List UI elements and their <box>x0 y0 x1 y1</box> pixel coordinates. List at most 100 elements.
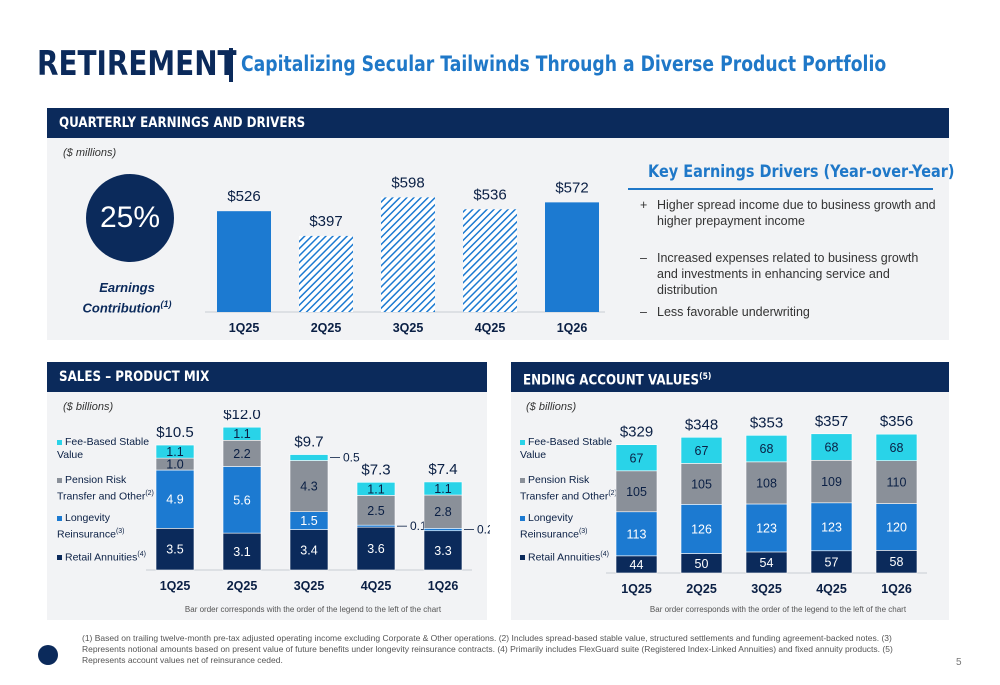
driver-text: Higher spread income due to business gro… <box>657 198 936 228</box>
accounts-units: ($ billions) <box>526 401 577 413</box>
segment-value-label: 110 <box>887 476 907 490</box>
segment-value-label: 1.1 <box>434 482 451 496</box>
contribution-circle: 25% <box>86 174 174 262</box>
earnings-bar <box>299 235 353 312</box>
legend-label-line2: Reinsurance <box>520 528 579 541</box>
sales-header-title: SALES – PRODUCT MIX <box>59 369 210 385</box>
earnings-value-label: $598 <box>391 174 424 191</box>
bar-total-label: $357 <box>815 413 848 430</box>
stacked-segment <box>875 433 918 461</box>
legend-label-line2: Transfer and Other <box>520 490 609 503</box>
stacked-segment <box>423 528 463 532</box>
legend-label: Longevity <box>528 512 573 524</box>
segment-value-label: 105 <box>691 477 712 491</box>
stacked-segment <box>222 532 262 571</box>
bar-total-label: $12.0 <box>223 410 261 423</box>
segment-value-label: 44 <box>630 558 644 572</box>
earnings-category-label: 1Q25 <box>229 321 260 335</box>
category-label: 1Q26 <box>428 579 459 593</box>
segment-value-label: 67 <box>695 444 709 458</box>
earnings-bar <box>381 197 435 312</box>
accounts-chart-note: Bar order corresponds with the order of … <box>649 605 907 614</box>
legend-swatch <box>520 477 525 483</box>
segment-value-label: 105 <box>626 485 647 499</box>
stacked-segment <box>810 433 853 461</box>
legend-swatch <box>57 555 62 561</box>
stacked-segment <box>155 469 195 529</box>
segment-value-label: 113 <box>627 527 647 541</box>
legend-label-line2: Value <box>520 449 547 461</box>
legend-label: Pension Risk <box>528 474 590 486</box>
bar-total-label: $348 <box>685 416 718 433</box>
stacked-segment <box>615 511 658 557</box>
segment-value-label: 3.5 <box>166 543 183 557</box>
earnings-bar <box>545 202 599 312</box>
contribution-label-line1: Earnings <box>99 280 155 295</box>
stacked-segment <box>810 459 853 504</box>
legend-item: Pension Risk Transfer and Other(2) <box>520 474 617 504</box>
stacked-segment <box>356 495 396 526</box>
category-label: 3Q25 <box>751 582 782 596</box>
segment-value-label: 58 <box>890 555 904 569</box>
contribution-footnote-ref: (1) <box>160 299 172 309</box>
legend-swatch <box>57 515 62 521</box>
stacked-segment <box>615 444 658 472</box>
accounts-header-title: ENDING ACCOUNT VALUES(5) <box>523 362 711 392</box>
legend-label-line2: Reinsurance <box>57 528 116 541</box>
legend-swatch <box>520 439 525 445</box>
segment-value-label: 0.2 <box>477 523 490 537</box>
segment-value-label: 2.2 <box>233 447 250 461</box>
driver-text: Increased expenses related to business g… <box>657 251 919 297</box>
earnings-value-label: $572 <box>555 179 588 196</box>
segment-value-label: 3.4 <box>300 543 317 557</box>
stacked-segment <box>875 503 918 551</box>
segment-value-label: 57 <box>825 555 839 569</box>
stacked-segment <box>423 530 463 571</box>
sales-header: SALES – PRODUCT MIX <box>47 362 487 392</box>
earnings-header-title: QUARTERLY EARNINGS AND DRIVERS <box>59 115 306 131</box>
legend-label: Fee-Based Stable <box>528 436 613 448</box>
earnings-category-label: 2Q25 <box>311 321 342 335</box>
segment-value-label: 3.1 <box>233 545 250 559</box>
page-number: 5 <box>956 657 962 668</box>
bar-total-label: $9.7 <box>294 434 323 451</box>
segment-value-label: 50 <box>695 557 709 571</box>
stacked-segment <box>289 454 329 461</box>
segment-value-label: 4.3 <box>300 480 317 494</box>
legend-item: Retail Annuities(4) <box>520 548 609 565</box>
legend-footnote-ref: (4) <box>137 551 146 558</box>
stacked-segment <box>289 460 329 512</box>
title-row: RETIREMENT Capitalizing Secular Tailwind… <box>37 40 886 88</box>
stacked-segment <box>680 436 723 464</box>
accounts-stacked-bar-chart: 44 113 105 67 $329 1Q25 50 126 105 67 $348 2Q25 54 12… <box>606 413 927 596</box>
segment-value-label: 1.1 <box>166 445 183 459</box>
bar-total-label: $353 <box>750 414 783 431</box>
stacked-segment <box>680 463 723 505</box>
segment-value-label: 120 <box>886 520 907 534</box>
legend-swatch <box>57 477 62 483</box>
stacked-segment <box>356 482 396 496</box>
earnings-header: QUARTERLY EARNINGS AND DRIVERS <box>47 108 949 138</box>
drivers-title: Key Earnings Drivers (Year-over-Year) <box>648 162 955 182</box>
segment-value-label: 3.3 <box>434 544 451 558</box>
legend-label: Pension Risk <box>65 474 127 486</box>
earnings-value-label: $397 <box>309 213 342 230</box>
driver-symbol: – <box>640 305 647 319</box>
category-label: 1Q26 <box>881 582 912 596</box>
accounts-header-text: ENDING ACCOUNT VALUES <box>523 372 700 389</box>
legend-label-line2: Value <box>57 449 84 461</box>
bar-total-label: $10.5 <box>156 424 194 441</box>
segment-value-label: 68 <box>760 442 774 456</box>
company-logo-icon <box>38 645 58 665</box>
earnings-units: ($ millions) <box>63 147 117 159</box>
category-label: 3Q25 <box>294 579 325 593</box>
earnings-value-label: $536 <box>473 186 506 203</box>
legend-item: Longevity Reinsurance(3) <box>520 512 588 542</box>
driver-item: – Less favorable underwriting <box>640 304 940 320</box>
segment-value-label: 1.1 <box>367 482 384 496</box>
driver-item: – Increased expenses related to business… <box>640 250 940 298</box>
legend-item: Retail Annuities(4) <box>57 548 146 565</box>
legend-swatch <box>520 555 525 561</box>
sales-panel <box>47 362 487 620</box>
segment-value-label: 0.5 <box>343 451 360 465</box>
